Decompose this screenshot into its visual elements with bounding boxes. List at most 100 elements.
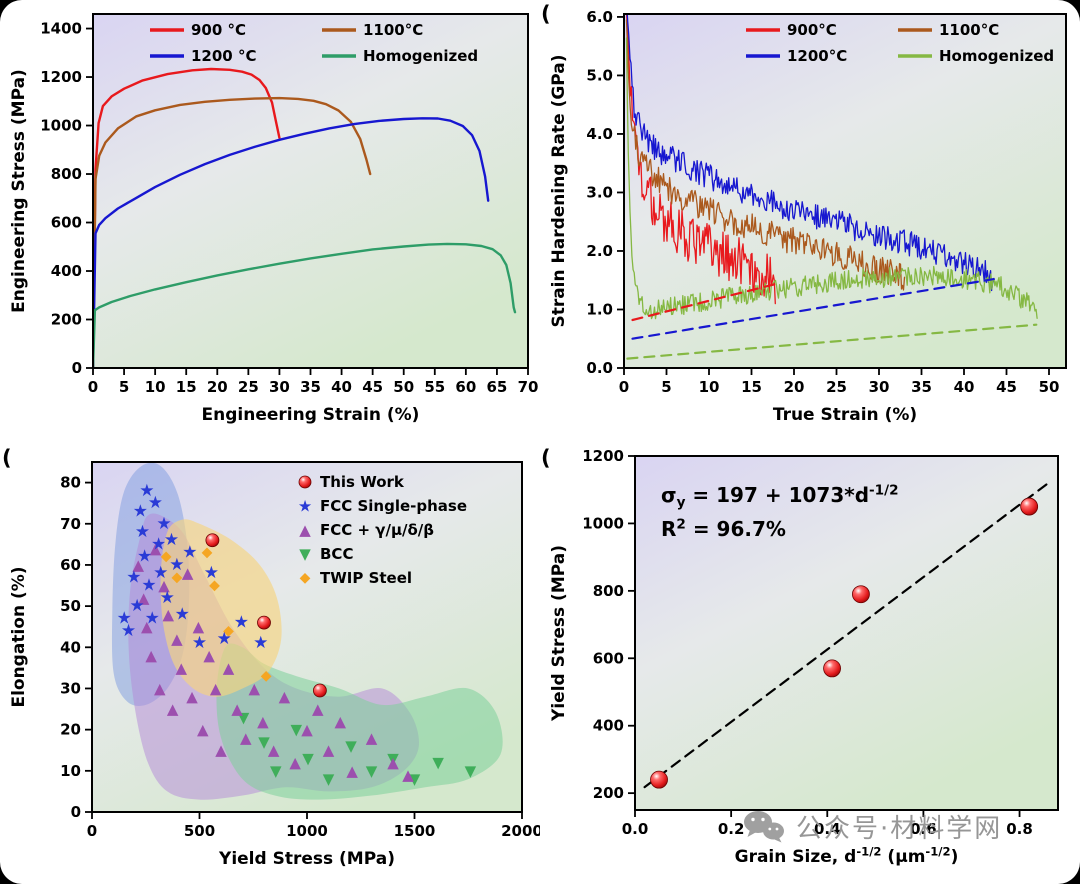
svg-text:1400: 1400 [40,20,82,38]
svg-text:▲: ▲ [182,564,194,582]
svg-text:25: 25 [238,378,259,396]
svg-text:Engineering Strain (%): Engineering Strain (%) [202,405,420,425]
svg-text:1000: 1000 [286,822,328,840]
svg-text:▲: ▲ [257,712,269,730]
svg-text:1200: 1200 [582,447,624,465]
svg-text:R2 = 96.7%: R2 = 96.7% [661,516,786,541]
svg-text:▲: ▲ [171,630,183,648]
svg-text:★: ★ [234,613,249,633]
svg-text:800: 800 [593,582,624,600]
svg-text:★: ★ [164,530,179,550]
svg-text:1200°C: 1200°C [787,47,847,65]
svg-text:Elongation (%): Elongation (%) [9,566,29,707]
svg-text:1500: 1500 [394,822,436,840]
svg-text:★: ★ [298,497,312,516]
svg-text:600: 600 [51,214,82,232]
svg-text:25: 25 [826,378,847,396]
svg-text:▲: ▲ [387,754,399,772]
svg-text:▼: ▼ [387,749,399,767]
svg-text:▲: ▲ [175,659,187,677]
svg-text:★: ★ [192,633,207,653]
svg-text:▲: ▲ [203,647,215,665]
watermark-text: 公众号·材料学网 [796,814,1003,844]
svg-text:σy = 197 + 1073*d-1/2: σy = 197 + 1073*d-1/2 [661,482,899,510]
svg-text:40: 40 [954,378,975,396]
svg-text:0: 0 [619,378,629,396]
svg-text:1000: 1000 [582,514,624,532]
svg-text:1000: 1000 [40,117,82,135]
wechat-icon [744,810,784,842]
svg-text:3.0: 3.0 [586,183,613,201]
svg-text:1100°C: 1100°C [363,21,423,39]
svg-text:30: 30 [60,679,81,697]
svg-text:◆: ◆ [172,569,183,585]
svg-text:★: ★ [182,543,197,563]
svg-text:5: 5 [661,378,671,396]
svg-text:▲: ▲ [132,556,144,574]
svg-text:800: 800 [51,165,82,183]
svg-text:FCC Single-phase: FCC Single-phase [320,497,467,515]
svg-text:▲: ▲ [231,700,243,718]
svg-text:15: 15 [176,378,197,396]
svg-text:BCC: BCC [320,545,353,563]
svg-text:900°C: 900°C [787,21,837,39]
svg-text:▼: ▼ [345,737,357,755]
svg-text:▲: ▲ [138,589,150,607]
panel-d-hall-petch-plot: 0.0 0.2 0.4 0.6 0.8 200 400 600 800 1000 1200 Grain… [540,442,1080,884]
svg-text:20: 20 [207,378,228,396]
svg-text:500: 500 [184,822,215,840]
chart-a-svg: 0 5 10 15 20 25 30 35 40 45 50 55 60 65 70 0 200 400 600 80… [9,13,538,425]
chart-d-svg: 0.0 0.2 0.4 0.6 0.8 200 400 600 800 1000 1200 Grain… [549,447,1059,867]
svg-text:★: ★ [121,621,136,641]
svg-text:1200: 1200 [40,68,82,86]
svg-text:★: ★ [133,501,148,521]
svg-text:◆: ◆ [209,578,220,594]
svg-text:◆: ◆ [161,549,172,565]
svg-text:★: ★ [130,596,145,616]
svg-text:▲: ▲ [186,688,198,706]
svg-text:▲: ▲ [289,754,301,772]
svg-text:▲: ▲ [366,729,378,747]
svg-text:1200 °C: 1200 °C [191,47,256,65]
svg-text:1.0: 1.0 [586,300,613,318]
svg-text:900 °C: 900 °C [191,21,246,39]
svg-text:★: ★ [160,588,175,608]
svg-text:30: 30 [869,378,890,396]
svg-text:▼: ▼ [270,762,282,780]
svg-text:1100°C: 1100°C [939,21,999,39]
svg-text:TWIP Steel: TWIP Steel [320,569,412,587]
chart-c-svg: ◆◆◆◆◆◆▼▼▼▼▼▼▼▼▼▼▼ ▼▲▲▲▲▲▲▲▲▲▲▲▲▲▲▲▲▲▲▲▲▲▲… [9,461,543,869]
svg-text:600: 600 [593,649,624,667]
svg-text:30: 30 [269,378,290,396]
svg-text:◆: ◆ [223,623,234,639]
panel-c-elongation-vs-yield-stress: ◆ ◆ ◆ ◆ ◆ ◆ ▼ ▼ ▼ ▼ ▼ ▼ ▼ ▼ ▼ ▼ ▼ ▼ ▲ ▲ ▲ ▲ ▲ ▲ ▲ ▲ ▲ ▲ ▲ ▲ ▲ ▲ ▲ ▲ ▲ ▲ ▲ ▲ ▲ ▲… [0,442,543,884]
svg-text:▲: ▲ [145,647,157,665]
svg-text:50: 50 [1039,378,1060,396]
svg-text:▲: ▲ [197,721,209,739]
svg-text:5.0: 5.0 [586,66,613,84]
svg-text:Yield Stress (MPa): Yield Stress (MPa) [218,849,395,869]
svg-text:10: 10 [60,762,81,780]
chart-b-svg: 0 5 10 15 20 25 30 35 40 45 50 0.0 1.0 2.0 3.0 4.0 5.0 6.… [549,8,1067,425]
svg-text:200: 200 [593,784,624,802]
svg-text:★: ★ [253,633,268,653]
svg-text:Strain Hardening Rate (GPa): Strain Hardening Rate (GPa) [549,54,569,327]
svg-text:Engineering Stress (MPa): Engineering Stress (MPa) [9,69,29,313]
svg-text:80: 80 [60,474,81,492]
svg-text:2000: 2000 [501,822,540,840]
svg-text:50: 50 [393,378,414,396]
svg-text:★: ★ [175,604,190,624]
svg-text:Yield Stress (MPa): Yield Stress (MPa) [549,545,569,722]
svg-text:▲: ▲ [240,729,252,747]
svg-text:65: 65 [486,378,507,396]
panel-a-engineering-stress-strain: 0 5 10 15 20 25 30 35 40 45 50 55 60 65 70 0 200 400 600 80… [0,0,540,442]
svg-text:This Work: This Work [320,473,405,491]
svg-text:★: ★ [169,555,184,575]
svg-text:35: 35 [300,378,321,396]
svg-text:★: ★ [156,514,171,534]
svg-text:▲: ▲ [323,741,335,759]
svg-text:★: ★ [204,563,219,583]
svg-text:0: 0 [71,803,81,821]
svg-text:★: ★ [139,481,154,501]
